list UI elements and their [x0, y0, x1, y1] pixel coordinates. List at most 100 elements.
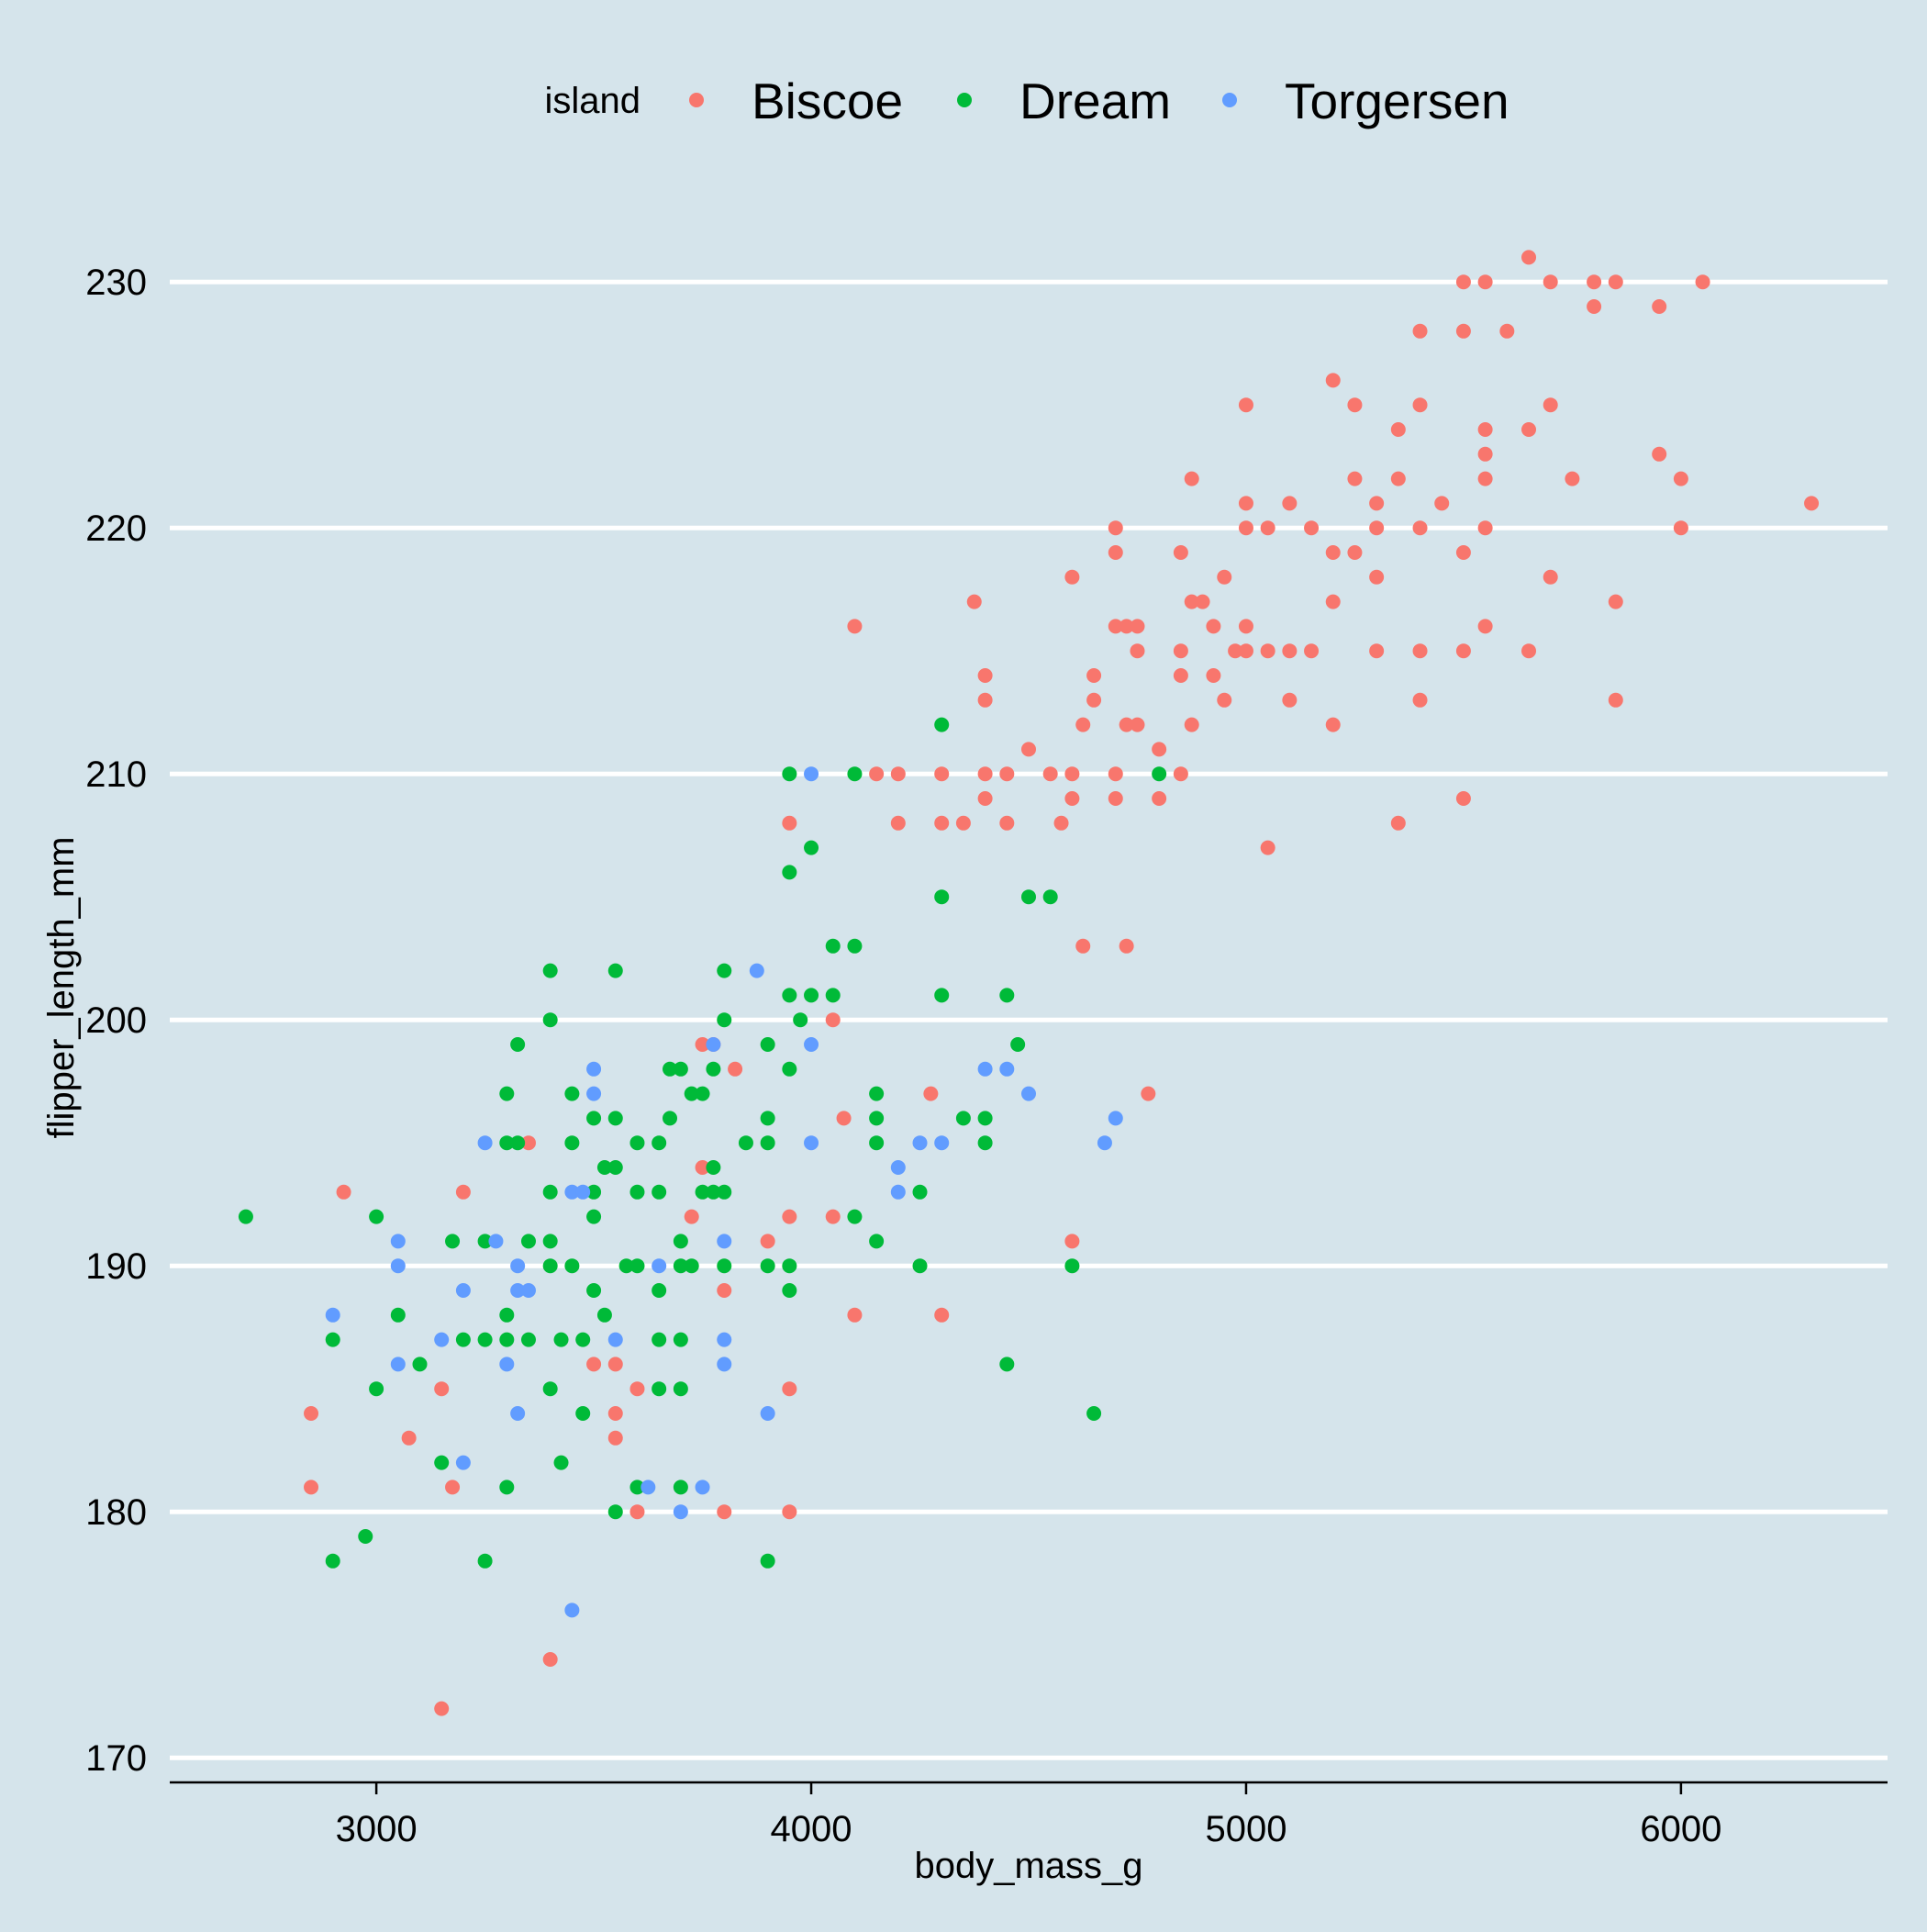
- point-dream: [455, 1332, 471, 1347]
- point-dream: [825, 988, 841, 1003]
- point-biscoe: [1075, 717, 1091, 732]
- y-tick-label: 190: [85, 1246, 147, 1287]
- point-biscoe: [728, 1061, 743, 1077]
- point-biscoe: [1695, 274, 1710, 290]
- point-dream: [912, 1184, 928, 1200]
- point-dream: [499, 1086, 515, 1101]
- point-biscoe: [1521, 422, 1537, 437]
- point-dream: [652, 1135, 667, 1151]
- point-torgersen: [586, 1061, 602, 1077]
- point-torgersen: [890, 1160, 906, 1175]
- point-dream: [1064, 1258, 1080, 1274]
- point-dream: [847, 938, 863, 954]
- point-dream: [663, 1111, 678, 1126]
- point-dream: [793, 1012, 808, 1028]
- point-dream: [706, 1160, 721, 1175]
- point-torgersen: [455, 1455, 471, 1470]
- point-dream: [652, 1184, 667, 1200]
- point-torgersen: [912, 1135, 928, 1151]
- point-dream: [586, 1184, 602, 1200]
- point-torgersen: [455, 1283, 471, 1298]
- point-biscoe: [1184, 594, 1199, 609]
- point-dream: [760, 1111, 775, 1126]
- gridlines: [170, 279, 1888, 1760]
- point-dream: [629, 1258, 645, 1274]
- point-biscoe: [934, 815, 950, 831]
- point-biscoe: [1282, 643, 1298, 659]
- point-biscoe: [1369, 569, 1385, 585]
- point-dream: [542, 1012, 558, 1028]
- point-biscoe: [629, 1381, 645, 1397]
- point-biscoe: [1173, 643, 1188, 659]
- y-tick-label: 220: [85, 508, 147, 549]
- point-biscoe: [825, 1012, 841, 1028]
- point-dream: [1021, 889, 1036, 905]
- point-dream: [1086, 1406, 1102, 1421]
- point-dream: [607, 963, 623, 978]
- point-biscoe: [825, 1209, 841, 1224]
- point-dream: [869, 1111, 885, 1126]
- point-biscoe: [1086, 692, 1102, 708]
- point-torgersen: [390, 1234, 406, 1249]
- point-biscoe: [1282, 692, 1298, 708]
- point-biscoe: [629, 1504, 645, 1520]
- point-dream: [542, 1381, 558, 1397]
- point-biscoe: [717, 1504, 732, 1520]
- point-dream: [673, 1332, 688, 1347]
- point-biscoe: [1119, 717, 1134, 732]
- point-biscoe: [1412, 323, 1428, 339]
- legend-label-dream: Dream: [1019, 73, 1171, 129]
- point-biscoe: [1673, 471, 1688, 486]
- point-torgersen: [804, 766, 819, 782]
- point-dream: [607, 1111, 623, 1126]
- point-biscoe: [304, 1480, 319, 1495]
- point-dream: [934, 988, 950, 1003]
- point-biscoe: [1108, 619, 1123, 634]
- point-dream: [477, 1332, 493, 1347]
- point-biscoe: [1412, 643, 1428, 659]
- point-torgersen: [760, 1406, 775, 1421]
- point-dream: [499, 1332, 515, 1347]
- point-biscoe: [1228, 643, 1243, 659]
- point-dream: [652, 1381, 667, 1397]
- point-torgersen: [652, 1258, 667, 1274]
- point-dream: [499, 1480, 515, 1495]
- point-biscoe: [1217, 569, 1232, 585]
- point-dream: [999, 1357, 1015, 1372]
- point-biscoe: [1455, 791, 1471, 806]
- point-dream: [325, 1553, 340, 1569]
- point-torgersen: [510, 1406, 526, 1421]
- point-dream: [390, 1307, 406, 1323]
- point-biscoe: [434, 1701, 450, 1716]
- point-dream: [607, 1160, 623, 1175]
- legend-label-biscoe: Biscoe: [752, 73, 903, 129]
- point-biscoe: [1173, 668, 1188, 683]
- point-biscoe: [1238, 619, 1253, 634]
- point-biscoe: [890, 815, 906, 831]
- point-biscoe: [1108, 545, 1123, 560]
- point-torgersen: [717, 1332, 732, 1347]
- point-torgersen: [390, 1258, 406, 1274]
- point-biscoe: [869, 766, 885, 782]
- point-dream: [629, 1480, 645, 1495]
- point-torgersen: [706, 1037, 721, 1052]
- point-biscoe: [782, 1504, 797, 1520]
- point-dream: [652, 1283, 667, 1298]
- y-tick-label: 210: [85, 754, 147, 795]
- point-biscoe: [1543, 569, 1558, 585]
- point-torgersen: [488, 1234, 504, 1249]
- point-dream: [804, 988, 819, 1003]
- point-biscoe: [1075, 938, 1091, 954]
- point-biscoe: [434, 1381, 450, 1397]
- point-dream: [510, 1037, 526, 1052]
- point-biscoe: [1521, 250, 1537, 265]
- point-biscoe: [782, 815, 797, 831]
- point-dream: [520, 1332, 536, 1347]
- point-biscoe: [847, 1307, 863, 1323]
- point-dream: [369, 1381, 384, 1397]
- point-dream: [782, 865, 797, 880]
- point-torgersen: [510, 1283, 526, 1298]
- point-biscoe: [607, 1406, 623, 1421]
- point-dream: [706, 1184, 721, 1200]
- point-torgersen: [434, 1332, 450, 1347]
